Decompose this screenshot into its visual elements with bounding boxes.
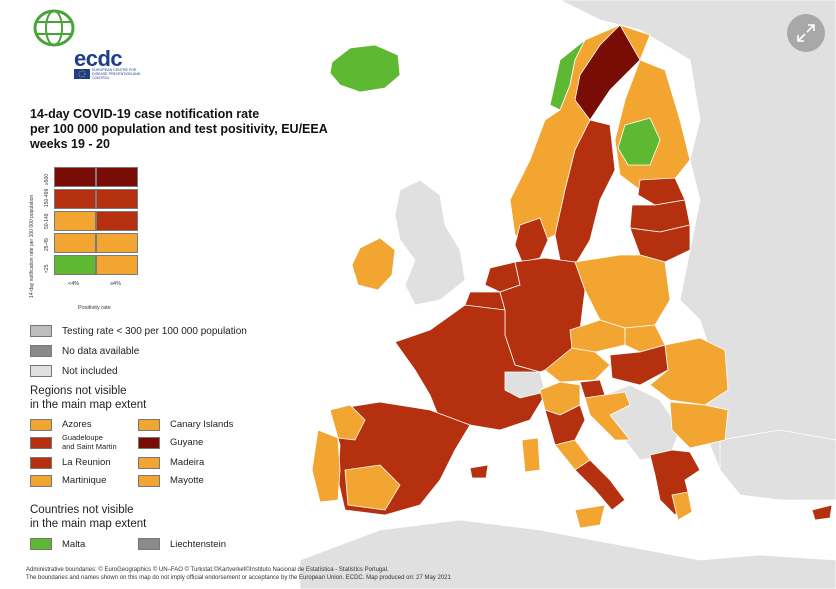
country-portugal — [311, 429, 341, 503]
logo-wordmark: ecdc — [74, 46, 123, 71]
region-label-martinique: Martinique — [62, 475, 107, 486]
expand-button[interactable] — [787, 14, 825, 52]
region-label-guadeloupe-line-2: and Saint Martin — [62, 441, 117, 451]
country-swatch-malta — [30, 538, 52, 550]
matrix-row-label: 25-49 — [44, 238, 50, 251]
region-label-guyane: Guyane — [170, 437, 204, 448]
matrix-col-label: <4% — [68, 281, 80, 287]
country-label-liechtenstein: Liechtenstein — [170, 539, 226, 550]
region-label-canary: Canary Islands — [170, 419, 234, 430]
country-cyprus — [811, 504, 833, 521]
title-line-3: weeks 19 - 20 — [30, 137, 110, 151]
logo-subtitle: European Centre for Disease Prevention a… — [92, 68, 141, 81]
matrix-x-axis-label: Positivity rate — [78, 305, 111, 311]
countries-title-line-1: Countries not visible — [30, 504, 134, 516]
region-swatch-martinique — [30, 475, 52, 487]
region-sicily — [574, 504, 606, 529]
expand-arrows-icon — [797, 24, 815, 42]
legend-not-included-label: Not included — [62, 366, 118, 377]
region-label-madeira: Madeira — [170, 457, 205, 468]
country-croatia — [584, 391, 631, 441]
matrix-cell — [54, 255, 96, 275]
land-uk — [394, 179, 466, 306]
matrix-cell — [96, 255, 138, 275]
legend-swatch-testing — [30, 325, 52, 337]
matrix-cell — [96, 167, 138, 187]
matrix-col-label: ≥4% — [110, 281, 121, 287]
region-spain-orange-south — [344, 464, 401, 511]
region-sweden-north — [574, 24, 641, 121]
land-africa — [299, 519, 836, 589]
legend-testing-label: Testing rate < 300 per 100 000 populatio… — [62, 326, 247, 337]
matrix-cell — [96, 211, 138, 231]
region-swatch-guyane — [138, 437, 160, 449]
region-swatch-azores — [30, 419, 52, 431]
matrix-cell — [54, 167, 96, 187]
region-spain-orange — [329, 404, 366, 441]
country-label-malta: Malta — [62, 539, 86, 550]
land-turkey — [719, 429, 836, 501]
countries-title: Countries not visible in the main map ex… — [30, 503, 230, 531]
matrix-cell — [54, 233, 96, 253]
matrix-row-label: ≥500 — [44, 173, 50, 185]
region-swatch-mayotte — [138, 475, 160, 487]
country-sweden — [554, 119, 616, 266]
country-switzerland — [504, 371, 546, 399]
region-label-reunion: La Reunion — [62, 457, 111, 468]
matrix-cell — [54, 211, 96, 231]
eu-flag-icon — [74, 69, 90, 79]
country-bulgaria — [669, 401, 729, 449]
globe-icon — [33, 9, 75, 47]
region-swatch-canary — [138, 419, 160, 431]
footer-line-2: The boundaries and names shown on this m… — [26, 574, 451, 581]
legend-no-data-label: No data available — [62, 346, 140, 357]
region-label-guadeloupe: Guadeloupe and Saint Martin — [62, 433, 117, 451]
legend-swatch-not-included — [30, 365, 52, 377]
title-line-1: 14-day COVID-19 case notification rate — [30, 107, 260, 121]
region-greece-orange — [671, 491, 693, 521]
legend-swatch-no-data — [30, 345, 52, 357]
country-ireland — [351, 237, 396, 291]
matrix-row-label: <25 — [44, 264, 50, 273]
country-poland — [574, 254, 671, 329]
title-line-2: per 100 000 population and test positivi… — [30, 122, 328, 136]
region-swatch-reunion — [30, 457, 52, 469]
matrix-cell — [96, 189, 138, 209]
matrix-cell — [96, 233, 138, 253]
region-label-mayotte: Mayotte — [170, 475, 204, 486]
country-swatch-liechtenstein — [138, 538, 160, 550]
regions-title-line-1: Regions not visible — [30, 385, 127, 397]
country-iceland — [329, 44, 401, 93]
country-denmark — [514, 217, 549, 263]
region-swatch-madeira — [138, 457, 160, 469]
matrix-y-axis-label: 14-day notification rate per 100 000 pop… — [29, 194, 35, 298]
region-sardinia — [521, 437, 541, 473]
region-swatch-guadeloupe — [30, 437, 52, 449]
map-title: 14-day COVID-19 case notification rate p… — [30, 107, 360, 152]
ecdc-logo: ecdc European Centre for Disease Prevent… — [30, 8, 140, 80]
region-italy-south — [554, 439, 591, 471]
footer-credits: Administrative boundaries: © EuroGeograp… — [26, 567, 626, 582]
matrix-row-label: 150-499 — [44, 188, 50, 207]
region-balearic — [469, 464, 489, 479]
countries-title-line-2: in the main map extent — [30, 518, 147, 530]
region-label-guadeloupe-line-1: Guadeloupe — [62, 433, 103, 442]
regions-title: Regions not visible in the main map exte… — [30, 384, 230, 412]
region-label-azores: Azores — [62, 419, 92, 430]
regions-title-line-2: in the main map extent — [30, 399, 147, 411]
footer-line-1: Administrative boundaries: © EuroGeograp… — [26, 567, 389, 573]
matrix-cell — [54, 189, 96, 209]
region-finland-green — [617, 117, 661, 166]
matrix-row-label: 50-149 — [44, 213, 50, 229]
